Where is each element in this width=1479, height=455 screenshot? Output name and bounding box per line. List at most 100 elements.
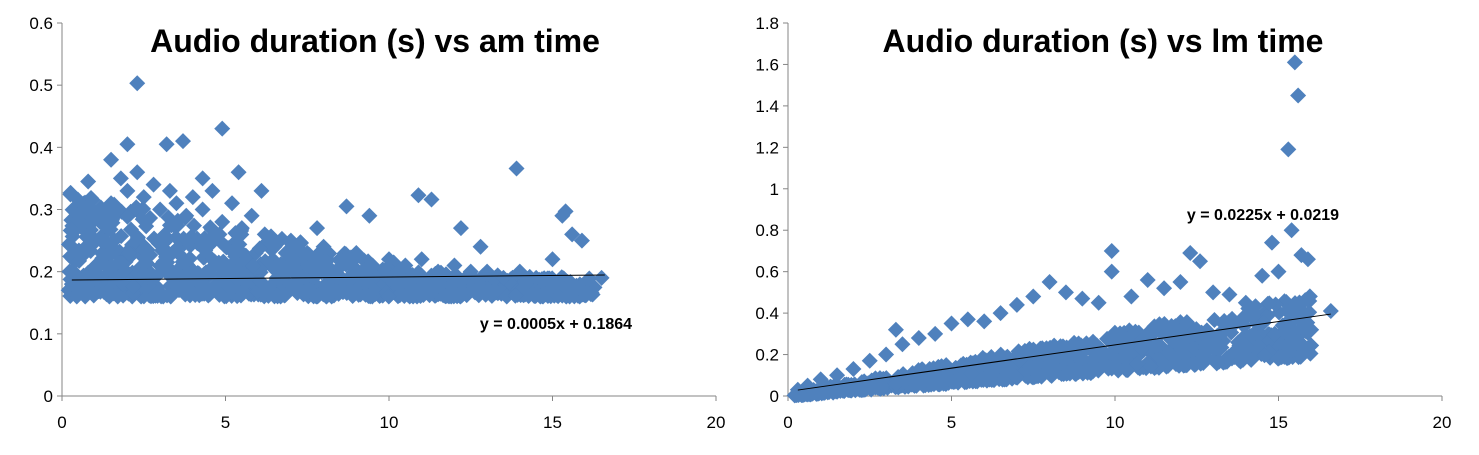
x-tick-label: 5 [947, 413, 956, 432]
data-point [1127, 323, 1144, 340]
x-tick-label: 15 [1269, 413, 1288, 432]
data-point [1087, 351, 1104, 368]
data-point [1102, 330, 1119, 347]
data-point [838, 376, 855, 393]
trendline [71, 274, 605, 281]
data-point [1276, 324, 1293, 341]
data-point [1172, 274, 1189, 291]
y-tick-label: 0.3 [29, 201, 53, 220]
data-point [1208, 355, 1225, 372]
data-point [119, 208, 136, 225]
data-point [138, 247, 155, 264]
data-point [812, 371, 829, 388]
y-tick-label: 0.1 [29, 325, 53, 344]
data-point [871, 376, 888, 393]
am-time-chart: 0 5 10 15 20 0 0.1 0.2 0.3 0.4 0.5 0.6 Audio durati… [0, 0, 730, 450]
data-point [129, 75, 146, 92]
data-point [452, 220, 469, 237]
data-point [202, 219, 219, 236]
data-point [121, 245, 138, 262]
data-point [976, 313, 993, 330]
data-point [1160, 344, 1177, 361]
data-point [1234, 310, 1251, 327]
data-point [452, 286, 469, 303]
data-point [581, 270, 598, 287]
y-tick-label: 0.6 [755, 263, 779, 282]
data-point [277, 286, 294, 303]
data-point [943, 373, 960, 390]
data-point [983, 365, 1000, 382]
data-point [174, 253, 191, 270]
data-point [430, 277, 447, 294]
data-point [1121, 340, 1138, 357]
data-point [845, 361, 862, 378]
data-point [1156, 280, 1173, 297]
data-point [129, 164, 146, 181]
data-point [147, 268, 164, 285]
data-point [80, 269, 97, 286]
data-point [1290, 87, 1307, 104]
data-point [423, 191, 440, 208]
data-point [495, 269, 512, 286]
data-point [1008, 296, 1025, 313]
data-point [1207, 340, 1224, 357]
y-tick-label: 0.4 [29, 138, 53, 157]
data-point [878, 346, 895, 363]
data-point [1283, 222, 1300, 239]
data-point [109, 288, 126, 305]
data-point [153, 242, 170, 259]
data-point [1057, 284, 1074, 301]
data-point [799, 377, 816, 394]
data-point [1074, 290, 1091, 307]
data-point [1223, 324, 1240, 341]
data-point [230, 164, 247, 181]
data-point [381, 251, 397, 268]
data-point [1203, 335, 1220, 352]
data-point [1301, 288, 1318, 305]
data-point [910, 329, 927, 346]
data-point [360, 288, 377, 305]
data-point [125, 278, 142, 295]
data-point [921, 371, 938, 388]
data-point [1100, 358, 1117, 375]
data-point [887, 321, 904, 338]
data-point [251, 240, 268, 257]
data-point [1123, 288, 1140, 305]
lm-time-scatter-plot: 0 5 10 15 20 0 0.2 0.4 0.6 0.8 1 1.2 1.4 1.6 1.8 Audio… [755, 14, 1451, 432]
y-tick-label: 0.2 [29, 263, 53, 282]
data-point [593, 269, 610, 286]
data-point [301, 282, 318, 299]
data-point [245, 257, 262, 274]
data-point [975, 353, 992, 370]
data-point [258, 282, 275, 299]
data-point [209, 256, 226, 273]
y-tick-label: 0.6 [29, 14, 53, 33]
data-point [264, 251, 281, 268]
data-point [1287, 295, 1304, 312]
data-point [380, 288, 397, 305]
data-point [570, 279, 587, 296]
data-point [1270, 263, 1287, 280]
data-point [835, 382, 852, 399]
data-point [925, 364, 942, 381]
data-point [135, 189, 152, 206]
data-point [309, 220, 326, 237]
data-point [1157, 318, 1174, 335]
data-point [256, 226, 273, 243]
data-point [282, 232, 299, 249]
data-point [165, 277, 182, 294]
data-point [214, 120, 231, 137]
data-point [430, 263, 447, 280]
data-point [62, 185, 79, 202]
chart-title: Audio duration (s) vs am time [150, 23, 600, 59]
data-point [348, 245, 365, 262]
data-point [1008, 369, 1025, 386]
x-tick-label: 10 [380, 413, 399, 432]
data-point [103, 209, 120, 226]
y-tick-label: 0.4 [755, 304, 779, 323]
data-point [894, 336, 911, 353]
y-tick-label: 0 [44, 387, 53, 406]
data-point [1089, 337, 1106, 354]
x-tick-label: 10 [1106, 413, 1125, 432]
data-point [507, 287, 524, 304]
